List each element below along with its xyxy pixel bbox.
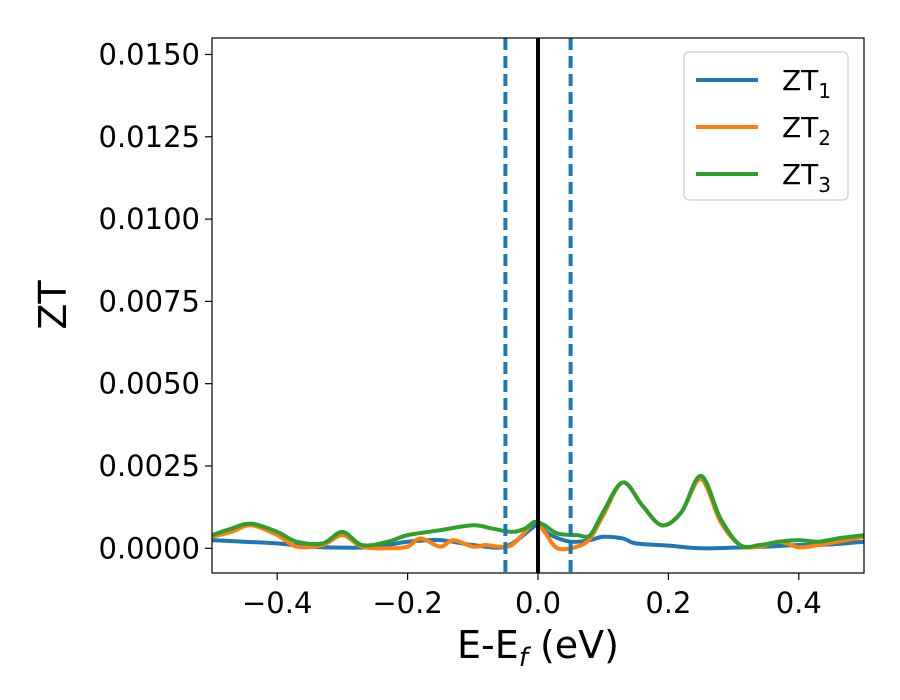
- x-tick-label: 0.0: [515, 586, 561, 620]
- x-tick-label: 0.2: [645, 586, 691, 620]
- legend-box: [683, 51, 849, 201]
- y-axis-title: ZT: [31, 280, 75, 330]
- series-line-zt1: [212, 522, 864, 551]
- x-axis-title: E-Ef (eV): [457, 623, 619, 673]
- legend-label-zt2: ZT2: [782, 111, 831, 150]
- x-axis-title-suffix: (eV): [528, 623, 619, 667]
- axes: −0.4 −0.2 0.0 0.2 0.4 0.0000 0.0025 0.0050 0.007…: [99, 37, 865, 620]
- y-tick-label: 0.0100: [99, 202, 200, 236]
- y-tick-label: 0.0025: [99, 449, 200, 483]
- y-tick-label: 0.0050: [99, 367, 200, 401]
- legend: ZT1 ZT2 ZT3: [683, 51, 849, 201]
- x-tick-label: 0.4: [776, 586, 822, 620]
- y-tick-label: 0.0125: [99, 120, 200, 154]
- series-group: [212, 38, 864, 573]
- y-tick-label: 0.0075: [99, 284, 200, 318]
- x-tick-label: −0.2: [372, 586, 442, 620]
- legend-label-zt3: ZT3: [782, 158, 831, 197]
- x-tick-label: −0.4: [242, 586, 312, 620]
- legend-label-zt1: ZT1: [782, 64, 831, 103]
- plot-area: [212, 38, 864, 573]
- y-tick-label: 0.0000: [99, 531, 200, 565]
- x-axis-title-base: E-E: [457, 623, 519, 667]
- series-line-zt3: [212, 473, 864, 550]
- y-tick-label: 0.0150: [99, 37, 200, 71]
